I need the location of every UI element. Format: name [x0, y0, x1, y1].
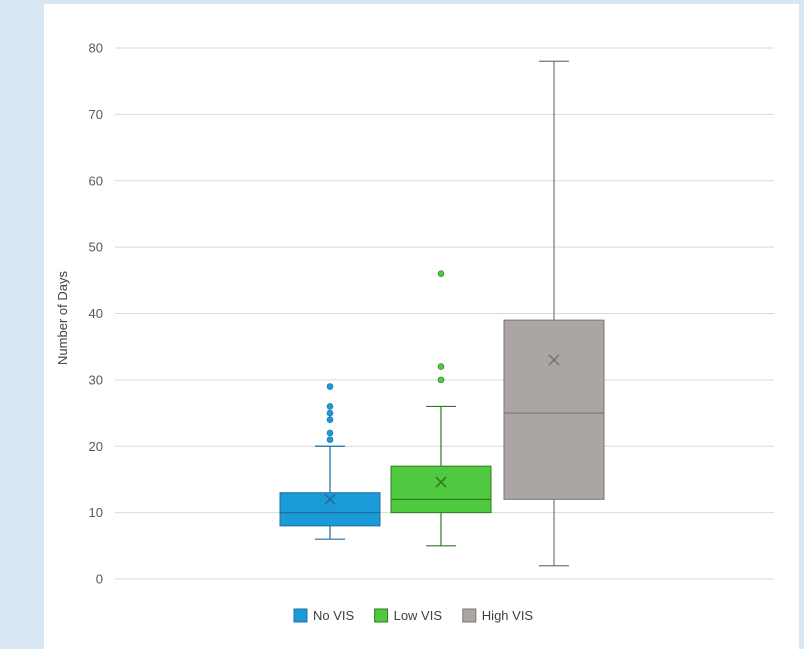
- outlier-point: [326, 436, 334, 443]
- legend-swatch: [374, 608, 389, 623]
- y-axis-tick-labels: 0 10 20 30 40 50 60 70 80: [89, 41, 103, 587]
- legend-swatch: [462, 608, 477, 623]
- y-tick-label: 50: [89, 240, 103, 255]
- box-series-group: [279, 60, 605, 567]
- legend-swatch: [293, 608, 308, 623]
- gridlines: [115, 47, 774, 580]
- box-series: [503, 60, 605, 567]
- outlier-point: [326, 416, 334, 424]
- outlier-point: [326, 429, 334, 437]
- y-tick-label: 30: [89, 372, 103, 387]
- legend-item: Low VIS: [374, 608, 443, 623]
- mean-marker: [435, 476, 447, 488]
- outlier-point: [437, 376, 445, 384]
- iqr-box: [390, 465, 492, 514]
- outlier-point: [437, 363, 445, 370]
- legend-item: No VIS: [293, 608, 355, 623]
- y-tick-label: 0: [96, 572, 103, 587]
- outlier-point: [326, 383, 334, 390]
- y-axis-title: Number of Days: [55, 271, 70, 365]
- legend: No VIS Low VIS High VIS: [293, 608, 534, 623]
- box-series: [279, 383, 381, 540]
- box-series: [390, 270, 492, 547]
- iqr-box: [279, 492, 381, 527]
- y-tick-label: 60: [89, 173, 103, 188]
- legend-item: High VIS: [462, 608, 534, 623]
- legend-label: No VIS: [313, 608, 355, 623]
- outlier-point: [326, 403, 334, 410]
- legend-label: Low VIS: [394, 608, 443, 623]
- y-tick-label: 80: [89, 41, 103, 56]
- y-tick-label: 40: [89, 306, 103, 321]
- chart-panel: 0 10 20 30 40 50 60 70 80 Number of Days No VIS L…: [44, 4, 799, 649]
- y-tick-label: 70: [89, 107, 103, 122]
- legend-label: High VIS: [482, 608, 534, 623]
- y-tick-label: 10: [89, 505, 103, 520]
- mean-marker: [548, 354, 560, 366]
- y-tick-label: 20: [89, 439, 103, 454]
- outlier-point: [437, 270, 445, 277]
- box-plot-chart: 0 10 20 30 40 50 60 70 80 Number of Days No VIS L…: [55, 41, 774, 623]
- outlier-point: [326, 409, 334, 417]
- iqr-box: [503, 319, 605, 500]
- mean-marker: [324, 493, 336, 505]
